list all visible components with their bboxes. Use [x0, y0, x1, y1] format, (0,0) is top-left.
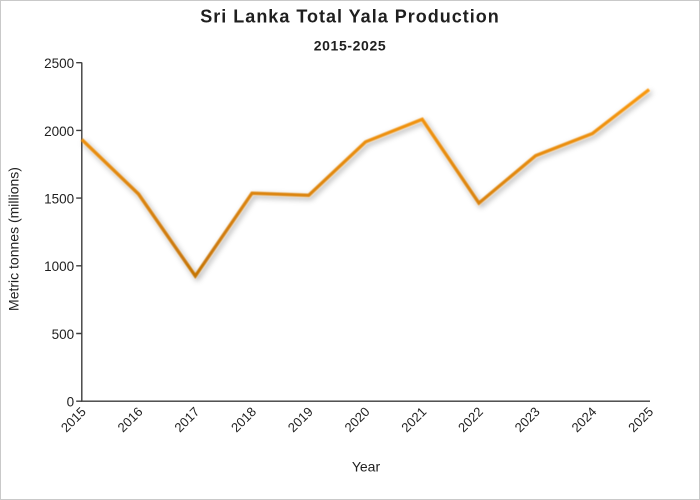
svg-text:2500: 2500 — [44, 56, 74, 71]
svg-text:0: 0 — [67, 395, 75, 410]
svg-text:Metric tonnes (millions): Metric tonnes (millions) — [6, 167, 22, 311]
svg-text:2015-2025: 2015-2025 — [314, 38, 387, 54]
svg-text:1500: 1500 — [44, 192, 74, 207]
svg-text:2000: 2000 — [44, 124, 74, 139]
svg-text:1000: 1000 — [44, 259, 74, 274]
svg-text:Year: Year — [352, 459, 381, 475]
svg-text:500: 500 — [52, 327, 75, 342]
svg-text:Sri Lanka Total Yala Productio: Sri Lanka Total Yala Production — [200, 7, 499, 27]
